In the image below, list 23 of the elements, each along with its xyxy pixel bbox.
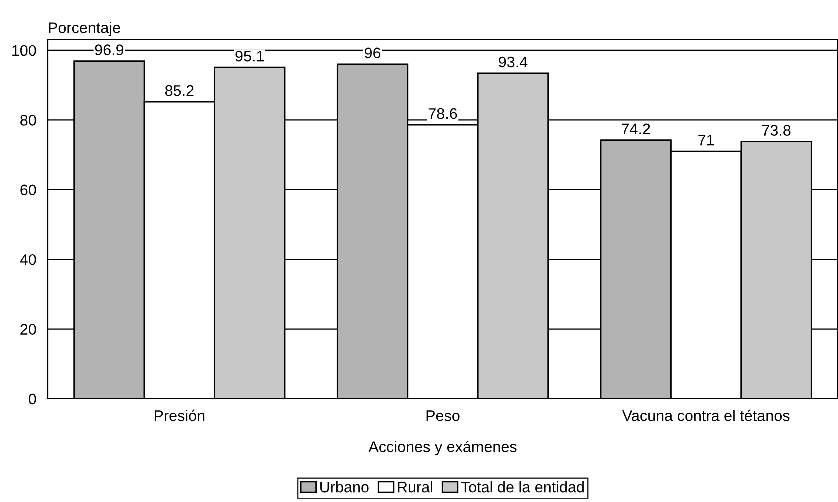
data-label: 93.4 bbox=[499, 56, 528, 68]
y-tick-label: 100 bbox=[12, 45, 36, 56]
y-tick-label: 0 bbox=[28, 394, 36, 405]
x-tick-label: Peso bbox=[426, 410, 460, 422]
data-label: 85.2 bbox=[165, 85, 194, 96]
data-label: 71 bbox=[698, 135, 714, 146]
data-label: 96.9 bbox=[95, 44, 124, 56]
legend-label: Total de la entidad bbox=[461, 481, 584, 493]
data-label: 96 bbox=[365, 48, 381, 59]
data-label: 73.8 bbox=[762, 125, 791, 136]
data-label: 95.1 bbox=[236, 50, 264, 62]
y-tick-label: 60 bbox=[20, 184, 36, 196]
y-axis-title: Porcentaje bbox=[49, 22, 120, 36]
x-tick-label: Presión bbox=[155, 410, 205, 422]
data-label: 74.2 bbox=[622, 124, 650, 134]
legend-label: Urbano bbox=[320, 481, 369, 493]
x-tick-label: Vacuna contra el tétanos bbox=[622, 410, 790, 422]
x-axis-title: Acciones y exámenes bbox=[368, 441, 517, 456]
legend-label: Rural bbox=[398, 481, 432, 493]
data-label: 78.6 bbox=[428, 108, 458, 120]
y-tick-label: 20 bbox=[20, 324, 36, 335]
y-tick-label: 40 bbox=[20, 254, 36, 266]
y-tick-label: 80 bbox=[20, 115, 36, 126]
